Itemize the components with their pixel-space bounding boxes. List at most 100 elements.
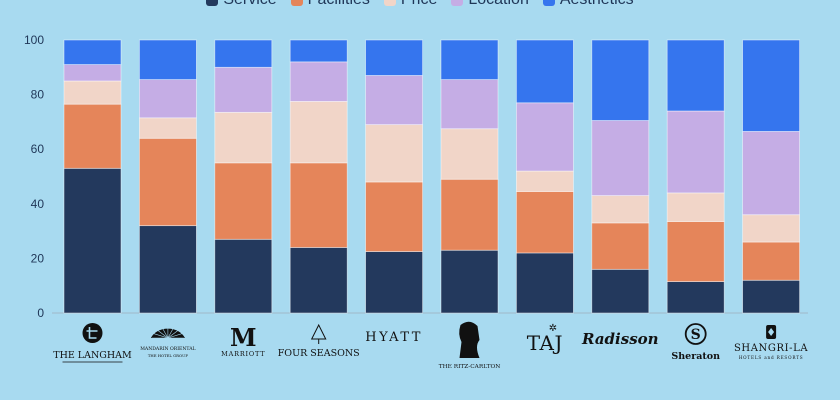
bar-segment-aesthetics [591,39,650,121]
bar-segment-aesthetics [742,39,800,132]
bar-segment-facilities [214,162,273,240]
y-tick-label: 20 [31,251,45,265]
legend: Service Facilities Price Location Aesthetics [0,0,840,9]
brand-name: FOUR SEASONS [278,348,360,359]
brand-logo: THE LANGHAM [53,323,132,363]
brand-name: TAJ [527,331,563,355]
legend-item: Service [206,0,277,9]
bar-segment-service [289,247,348,314]
brand-name: HYATT [365,330,423,345]
bar-segment-price [666,192,725,222]
star-emblem-icon: ✲ [549,323,557,334]
bar-stack [742,39,800,314]
legend-label: Facilities [308,0,370,9]
bar-segment-service [440,249,499,314]
bar-segment-service [591,268,650,314]
legend-swatch [290,0,303,6]
bar-segment-price [63,80,122,105]
y-tick-label: 80 [31,88,45,102]
bar-segment-facilities [289,162,348,248]
bar-segment-service [63,167,122,314]
langham-monogram-icon [82,323,103,343]
brand-logo: Radisson [581,330,659,348]
bar-stack [138,39,197,314]
bar-segment-price [591,195,650,224]
bar-segment-location [516,102,574,172]
bar-segment-price [440,128,499,180]
bar-segment-facilities [440,178,499,251]
marriott-m-icon: M [230,323,257,352]
bar-segment-facilities [138,137,197,227]
bar-segment-aesthetics [138,39,197,80]
brand-logo: THE RITZ-CARLTON [439,321,501,370]
bar-segment-aesthetics [365,39,424,76]
legend-item: Facilities [290,0,370,9]
bar-segment-location [289,61,348,102]
brand-name: THE RITZ-CARLTON [439,364,501,370]
bar-segment-facilities [516,191,574,254]
brand-name: MANDARIN ORIENTAL [140,346,195,352]
y-axis: 0 20 40 60 80 100 [24,33,44,320]
bar-segment-price [516,170,574,192]
bar-segment-location [591,120,650,197]
legend-label: Location [468,0,529,9]
brand-name: MARRIOTT [221,350,265,358]
bar-segment-price [289,101,348,164]
brand-name: THE HOTEL GROUP [148,353,188,358]
bar-stack [591,39,650,314]
bar-segment-aesthetics [289,39,348,63]
y-tick-label: 60 [31,142,45,156]
bar-segment-service [365,251,424,314]
y-tick-label: 40 [31,197,45,211]
bar-segment-location [138,79,197,119]
bar-stack [365,39,424,314]
bar-segment-facilities [742,241,800,281]
bar-segment-price [214,111,273,164]
bar-segment-facilities [63,103,122,169]
y-tick-label: 0 [37,306,44,320]
lion-crest-icon [459,321,480,358]
bars [63,39,800,314]
brand-name: SHANGRI-LA [734,343,808,354]
bar-segment-service [138,225,197,314]
bar-stack [666,39,725,314]
bar-stack [440,39,499,314]
bar-segment-location [666,110,725,194]
brand-name: Sheraton [671,351,720,362]
legend-item: Aesthetics [542,0,634,9]
bar-segment-service [214,238,273,314]
bar-stack [289,39,348,314]
brand-logo: HYATT [365,330,423,345]
brand-logo: S Sheraton [671,323,720,362]
bar-segment-aesthetics [666,39,725,112]
legend-label: Price [401,0,437,9]
bar-segment-aesthetics [440,39,499,80]
fan-icon [150,326,185,339]
legend-label: Aesthetics [560,0,634,9]
legend-swatch [206,0,219,6]
shangrila-emblem-icon [766,325,777,339]
bar-stack [516,39,574,314]
brand-name: THE LANGHAM [53,350,132,361]
legend-swatch [451,0,464,6]
brand-logo: ✲TAJ [527,323,563,355]
brand-logo: FOUR SEASONS [278,323,360,359]
svg-text:S: S [691,327,701,343]
legend-swatch [383,0,396,6]
bar-segment-service [516,252,574,314]
bar-segment-price [742,214,800,243]
bar-segment-location [365,75,424,126]
bar-segment-location [63,64,122,82]
bar-segment-aesthetics [63,39,122,65]
brand-name: HOTELS and RESORTS [739,355,804,360]
bar-segment-location [214,66,273,113]
legend-item: Price [383,0,437,9]
y-tick-label: 100 [24,33,44,47]
bar-segment-aesthetics [214,39,273,68]
brand-name: Radisson [581,330,659,348]
bar-stack [214,39,273,314]
bar-segment-price [138,117,197,139]
